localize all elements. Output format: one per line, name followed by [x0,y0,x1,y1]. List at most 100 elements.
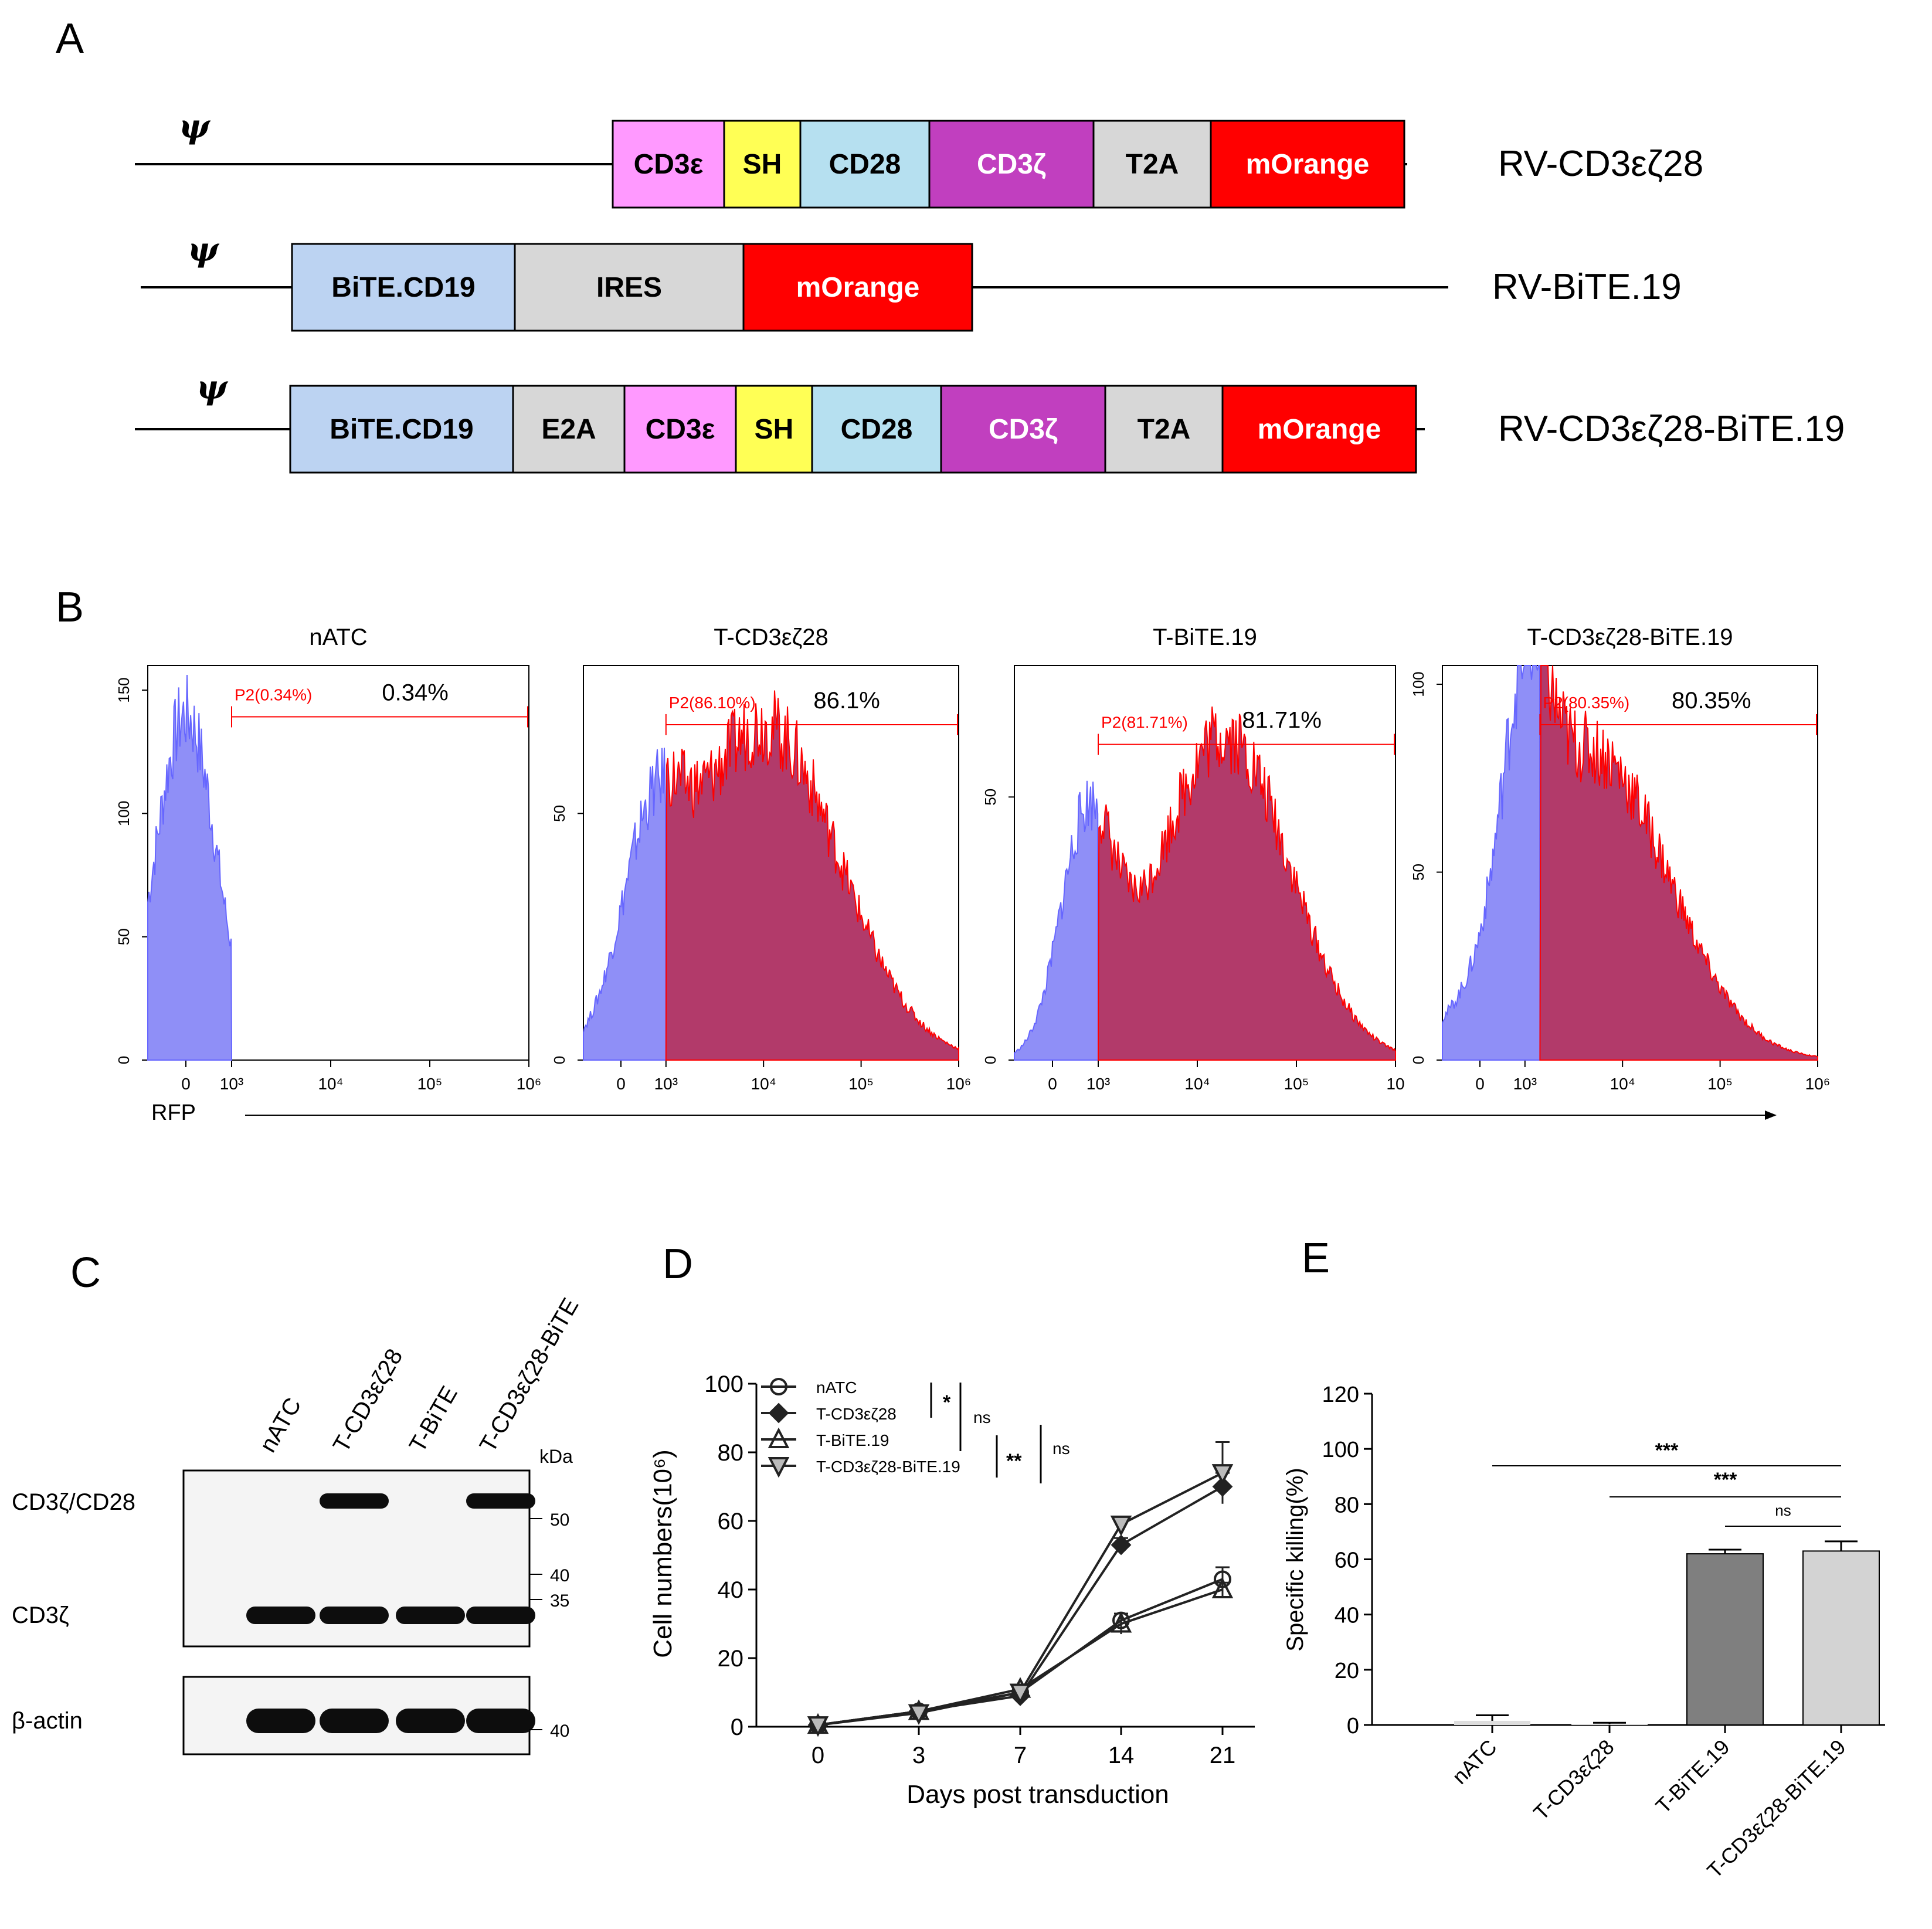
x-tick-label: 21 [1210,1743,1236,1768]
sig-label: * [943,1391,951,1414]
bar-T-BiTE.19 [1686,1553,1764,1726]
construct-name: RV-BiTE.19 [1492,267,1682,307]
y-tick-label: 0 [1410,1056,1427,1064]
x-tick-label: 10⁴ [1610,1075,1635,1093]
blot-band [320,1607,389,1624]
construct-segment [514,243,745,332]
point-marker-triangle-down [1110,1515,1132,1537]
construct-name: RV-CD3εζ28 [1498,144,1703,184]
blot-band [320,1709,389,1733]
histogram-frame [147,665,529,1061]
point-marker-triangle-down [768,1457,790,1478]
blot-band [246,1709,315,1733]
x-tick-label: 0 [811,1743,824,1768]
x-tick-label: 10⁵ [417,1075,443,1093]
point-marker-diamond [1111,1534,1132,1556]
histogram-title: T-BiTE.19 [1153,624,1257,650]
sig-label: *** [1655,1439,1679,1462]
histogram-gated-area [1097,707,1396,1061]
y-tick-label: 50 [1410,864,1427,881]
x-tick-label: 10⁴ [751,1075,776,1093]
y-tick-label: 100 [1410,671,1427,697]
legend-label: nATC [816,1378,857,1397]
x-tick-label: 10 [1386,1075,1404,1093]
x-tick-label: 10⁴ [1184,1075,1210,1093]
blot-row-label: β-actin [12,1708,83,1734]
construct-segment [940,385,1106,474]
histogram-2: T-BiTE.19 0 50 0 10³ 10⁴ 10⁵ 10 P2(81.71%) 81.71% [982,624,1405,1093]
y-tick-label: 80 [718,1440,744,1466]
gate-percent: 86.1% [813,688,880,714]
x-tick-label: 10⁶ [517,1075,542,1093]
y-tick-label: 0 [731,1714,743,1740]
y-tick-label: 20 [718,1646,744,1672]
panel-a: A ψ CD3ε SH CD28 CD3ζ T2A mOrange RV-CD3εζ28 ψ Bi… [56,15,1845,474]
bar-T-CD3εζ28 [1571,1724,1648,1725]
point-marker-triangle-down [807,1716,829,1737]
rfp-arrow-head [1765,1110,1777,1120]
kda-marker-label: 50 [550,1510,569,1530]
construct-segment [623,385,737,474]
segment-label: CD3ζ [977,149,1046,180]
x-tick-label: 10⁵ [1284,1075,1309,1093]
y-tick-label: 50 [115,928,133,945]
series-T-CD3εζ28-BiTE.19 [807,1441,1234,1737]
construct-segment [735,385,813,474]
segment-label: CD28 [841,414,913,445]
psi-symbol: ψ [188,230,220,269]
construct-segment [799,120,931,209]
segment-label: T2A [1126,149,1179,180]
legend-label: T-BiTE.19 [816,1431,889,1449]
x-tick-label: 10³ [1513,1075,1537,1093]
kda-marker-label: 35 [550,1591,569,1611]
segment-label: SH [755,414,794,445]
sig-label: ** [1006,1450,1022,1472]
segment-label: CD3ζ [989,414,1058,445]
x-tick-label: 10⁵ [848,1075,874,1093]
gate-label: P2(80.35%) [1543,694,1629,712]
legend-label: T-CD3εζ28 [816,1405,897,1423]
y-tick-label: 0 [1347,1714,1359,1738]
x-axis-title: Days post transduction [906,1780,1169,1809]
panel-d-label: D [663,1241,693,1288]
rfp-axis-label: RFP [151,1101,196,1125]
segment-label: BiTE.CD19 [330,414,473,445]
sig-label: *** [1714,1469,1737,1491]
x-tick-label: 7 [1014,1743,1027,1768]
panel-b-label: B [56,584,84,631]
kda-marker-label: 40 [550,1721,569,1741]
psi-symbol: ψ [179,107,211,146]
bar-T-CD3εζ28-BiTE.19 [1802,1550,1880,1726]
blot-band [466,1607,535,1624]
x-tick-label: 10⁶ [946,1075,972,1093]
y-tick-label: 100 [704,1371,743,1397]
segment-label: T2A [1138,414,1191,445]
segment-label: mOrange [1246,149,1370,180]
construct-segment [1092,120,1212,209]
psi-symbol: ψ [196,368,229,407]
construct-segment [723,120,802,209]
y-tick-label: 40 [718,1577,744,1603]
x-tick-label: 0 [1475,1075,1485,1093]
y-tick-label: 0 [982,1056,999,1064]
y-tick-label: 0 [115,1056,133,1064]
sig-label: ns [1775,1502,1791,1519]
construct-segment [811,385,942,474]
y-tick-label: 50 [551,805,568,822]
point-marker-diamond [768,1402,789,1424]
histogram-3: T-CD3εζ28-BiTE.19 0 50 100 0 10³ 10⁴ 10⁵ 10⁶ P2(8… [1410,624,1830,1093]
y-tick-label: 20 [1335,1659,1359,1683]
point-marker-triangle-up [1211,1577,1234,1598]
y-tick-label: 80 [1335,1493,1359,1517]
x-tick-label: 0 [616,1075,626,1093]
segment-label: CD3ε [646,414,715,445]
gate-label: P2(81.71%) [1101,714,1188,732]
construct-segment [512,385,626,474]
segment-label: SH [743,149,782,180]
blot-row-label: CD3ζ/CD28 [12,1489,135,1515]
blot-band [396,1607,465,1624]
gate-label: P2(0.34%) [235,685,312,704]
segment-label: mOrange [796,272,920,303]
